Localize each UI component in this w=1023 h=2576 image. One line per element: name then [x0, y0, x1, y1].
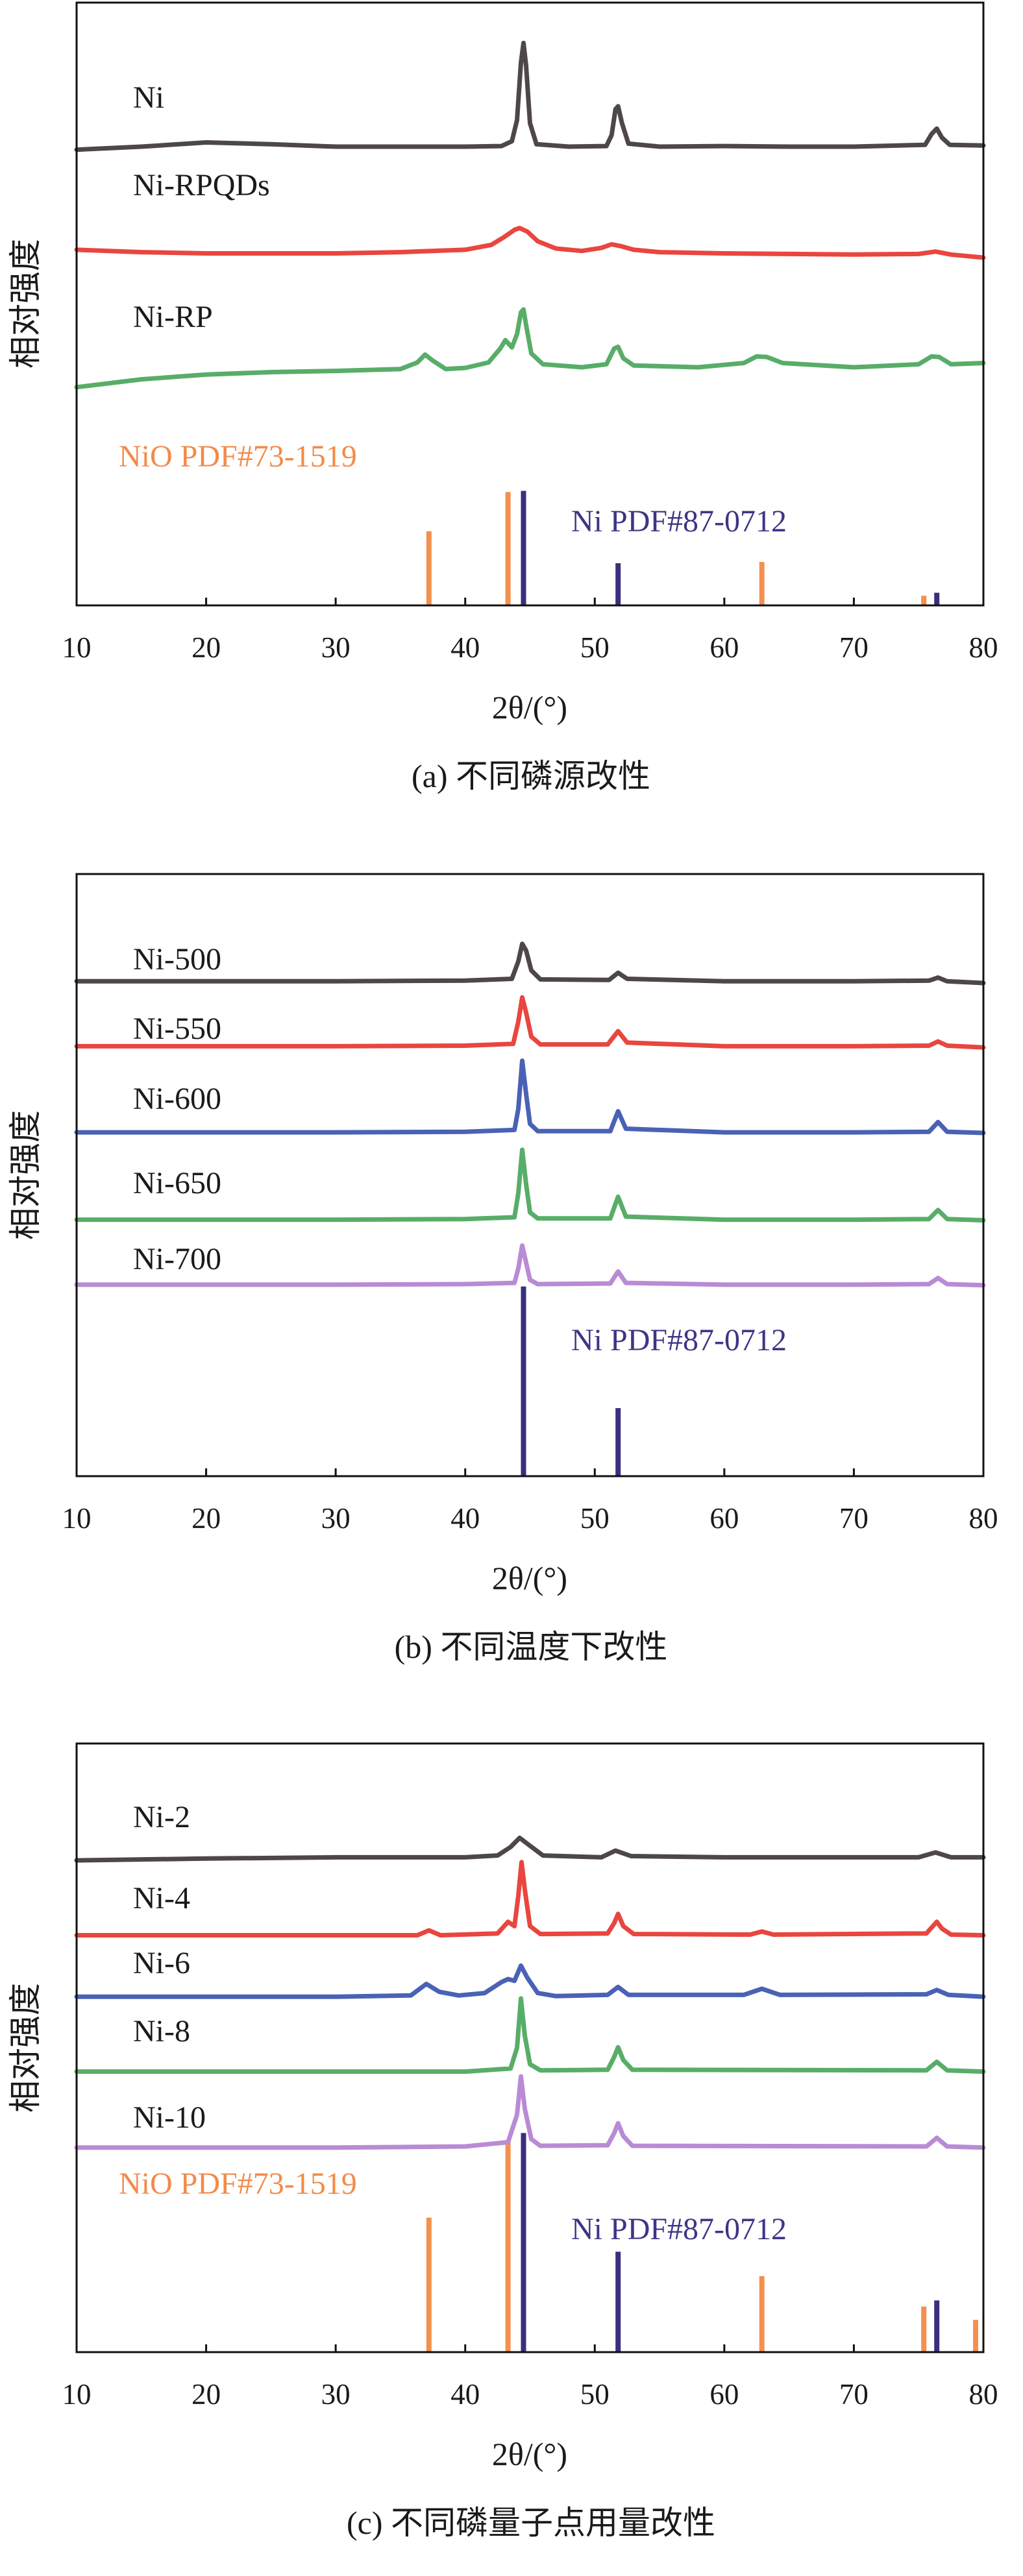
x-tick-label: 70	[839, 1502, 869, 1535]
x-tick-label: 10	[62, 631, 92, 664]
series-label-ni-8: Ni-8	[133, 2014, 190, 2048]
series-label-ni-600: Ni-600	[133, 1082, 221, 1116]
x-tick-label: 30	[321, 2378, 351, 2411]
reference-pattern-ni-pdf-87-0712	[521, 491, 940, 605]
reference-label-nio: NiO PDF#73-1519	[119, 2167, 357, 2201]
series-label-ni-rpqds: Ni-RPQDs	[133, 168, 270, 202]
x-tick-label: 80	[969, 631, 998, 664]
reference-stick	[505, 492, 511, 605]
reference-pattern-ni-pdf-87-0712	[521, 1286, 621, 1476]
reference-stick	[973, 2320, 978, 2352]
x-tick-label: 20	[191, 631, 221, 664]
reference-label-ni: Ni PDF#87-0712	[571, 1323, 787, 1357]
x-tick-label: 30	[321, 631, 351, 664]
x-tick-label: 10	[62, 2378, 92, 2411]
series-line-ni-650	[74, 1147, 986, 1223]
y-axis-label: 相对强度	[7, 239, 43, 369]
series-line-ni-4	[74, 1860, 986, 1938]
reference-stick	[521, 491, 526, 605]
x-tick-label: 60	[709, 2378, 739, 2411]
x-tick-label: 80	[969, 2378, 998, 2411]
reference-stick	[934, 592, 940, 605]
panel-c: 10 20 30 40 50 60 70 80 Ni-2 Ni-4 Ni-6 Ni-8 Ni-…	[7, 1742, 998, 2541]
reference-stick	[615, 2252, 621, 2352]
reference-stick	[426, 2217, 432, 2352]
series-label-ni-4: Ni-4	[133, 1881, 190, 1915]
x-tick-label: 80	[969, 1502, 998, 1535]
series-label-ni: Ni	[133, 80, 164, 115]
panel-caption: (b) 不同温度下改性	[395, 1629, 668, 1665]
series-label-ni-2: Ni-2	[133, 1800, 190, 1834]
series-line-ni-600	[74, 1058, 986, 1136]
series-label-ni-700: Ni-700	[133, 1242, 221, 1276]
reference-stick	[921, 2306, 927, 2352]
x-tick-label: 60	[709, 631, 739, 664]
reference-stick	[521, 1286, 526, 1476]
series-label-ni-rp: Ni-RP	[133, 300, 213, 334]
plot-area-c: 10 20 30 40 50 60 70 80	[62, 1742, 998, 2411]
plot-frame	[75, 873, 985, 1477]
x-tick-label: 40	[450, 2378, 480, 2411]
series-label-ni-10: Ni-10	[133, 2100, 206, 2135]
series-line-ni	[74, 40, 986, 152]
x-tick-label: 40	[450, 1502, 480, 1535]
panel-caption: (a) 不同磷源改性	[412, 758, 650, 794]
y-axis-label: 相对强度	[7, 1983, 43, 2113]
series-label-ni-500: Ni-500	[133, 942, 221, 977]
series-line-ni-700	[74, 1243, 986, 1288]
reference-pattern-nio-pdf-73-1519	[426, 492, 927, 605]
x-tick-label: 40	[450, 631, 480, 664]
plot-frame	[75, 1, 985, 607]
panel-caption: (c) 不同磷量子点用量改性	[347, 2505, 715, 2541]
reference-stick	[505, 2141, 511, 2352]
series-label-ni-650: Ni-650	[133, 1166, 221, 1200]
series-label-ni-550: Ni-550	[133, 1012, 221, 1046]
x-tick-label: 70	[839, 2378, 869, 2411]
panel-b: 10 20 30 40 50 60 70 80 Ni-500 Ni-550 Ni-600 Ni…	[7, 873, 998, 1665]
reference-label-ni: Ni PDF#87-0712	[571, 504, 787, 539]
plot-frame	[75, 1742, 985, 2353]
series-label-ni-6: Ni-6	[133, 1946, 190, 1980]
x-tick-label: 50	[580, 2378, 610, 2411]
x-tick-label: 60	[709, 1502, 739, 1535]
reference-stick	[615, 563, 621, 605]
y-axis-label: 相对强度	[7, 1110, 43, 1240]
series-line-ni-550	[74, 995, 986, 1050]
reference-stick	[615, 1408, 621, 1476]
reference-stick	[759, 2276, 765, 2353]
reference-stick	[759, 562, 765, 605]
series-line-ni-500	[74, 942, 986, 986]
x-tick-label: 70	[839, 631, 869, 664]
reference-stick	[934, 2300, 940, 2352]
series-line-ni-rpqds	[74, 225, 986, 260]
x-tick-label: 50	[580, 1502, 610, 1535]
series-line-ni-8	[74, 1996, 986, 2074]
x-axis-label: 2θ/(°)	[492, 2436, 567, 2472]
reference-label-nio: NiO PDF#73-1519	[119, 439, 357, 474]
series-line-ni-rp	[74, 307, 986, 390]
plot-area-b: 10 20 30 40 50 60 70 80	[62, 873, 998, 1535]
series-line-ni-2	[74, 1835, 986, 1863]
series-line-ni-6	[74, 1963, 986, 1999]
x-tick-label: 20	[191, 2378, 221, 2411]
reference-stick	[426, 531, 432, 605]
series-line-ni-10	[74, 2074, 986, 2150]
x-tick-label: 30	[321, 1502, 351, 1535]
x-tick-label: 10	[62, 1502, 92, 1535]
reference-pattern-ni-pdf-87-0712	[521, 2133, 940, 2352]
x-axis-label: 2θ/(°)	[492, 1560, 567, 1596]
reference-pattern-nio-pdf-73-1519	[426, 2141, 978, 2353]
panel-a: 10 20 30 40 50 60 70 80 Ni Ni-RPQDs Ni-RP NiO P…	[7, 1, 998, 794]
x-tick-label: 50	[580, 631, 610, 664]
reference-label-ni: Ni PDF#87-0712	[571, 2212, 787, 2246]
x-tick-label: 20	[191, 1502, 221, 1535]
x-axis-label: 2θ/(°)	[492, 689, 567, 725]
reference-stick	[521, 2133, 526, 2352]
reference-stick	[921, 596, 927, 605]
plot-area-a: 10 20 30 40 50 60 70 80	[62, 1, 998, 664]
